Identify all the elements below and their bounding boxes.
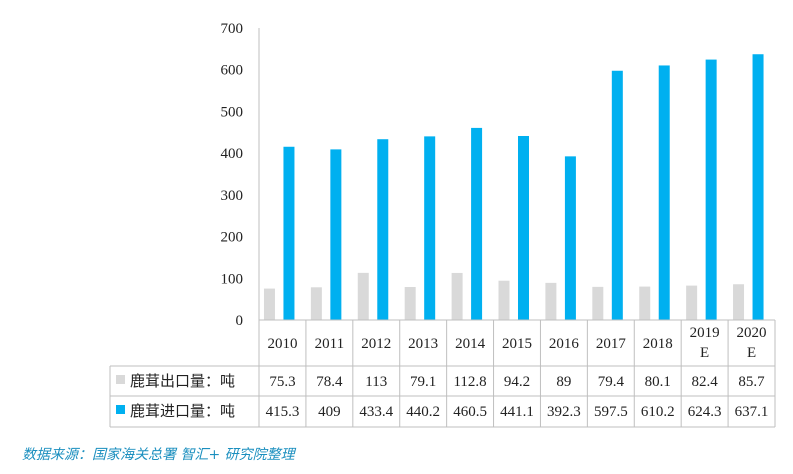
bar-export (451, 272, 463, 320)
bar-export (357, 272, 369, 320)
bar-import (377, 139, 389, 320)
x-tick-label: 2019 E (690, 325, 720, 361)
bar-export (498, 280, 510, 320)
x-tick-label: 2015 (502, 336, 532, 352)
bar-import (658, 65, 670, 320)
y-axis: 0 100 200 300 400 500 600 700 (221, 21, 260, 329)
x-tick-label: 2016 (549, 336, 580, 352)
data-label: 440.2 (406, 404, 440, 420)
legend-label: 鹿茸进口量：吨 (130, 402, 235, 420)
bar-export (310, 287, 322, 320)
bar-export (686, 285, 698, 320)
data-label: 113 (365, 374, 387, 390)
legend-swatch (116, 405, 125, 414)
data-label: 392.3 (547, 404, 581, 420)
y-tick-label: 600 (221, 63, 244, 79)
y-tick-label: 400 (221, 146, 244, 162)
bar-export (263, 288, 275, 320)
bar-import (611, 70, 623, 320)
data-label: 460.5 (453, 404, 487, 420)
data-label: 433.4 (359, 404, 393, 420)
data-label: 441.1 (500, 404, 534, 420)
y-tick-label: 300 (221, 188, 244, 204)
y-tick-label: 0 (236, 313, 244, 329)
x-tick-label: 2014 (455, 336, 486, 352)
data-label: 597.5 (594, 404, 628, 420)
data-label: 112.8 (453, 374, 486, 390)
bar-import (283, 146, 295, 320)
x-tick-label: 2012 (361, 336, 391, 352)
data-label: 78.4 (316, 374, 343, 390)
bar-import (471, 127, 483, 320)
bar-export (404, 287, 416, 320)
y-tick-label: 200 (221, 230, 244, 246)
data-label: 415.3 (266, 404, 300, 420)
data-label: 79.1 (410, 374, 436, 390)
legend-swatch (116, 375, 125, 384)
legend-label: 鹿茸出口量：吨 (130, 372, 235, 390)
data-label: 75.3 (269, 374, 295, 390)
data-label: 610.2 (641, 404, 675, 420)
bar-export (592, 286, 604, 320)
data-label: 85.7 (738, 374, 765, 390)
bar-export (639, 286, 651, 320)
bar-import (752, 54, 764, 321)
bar-export (733, 284, 745, 320)
data-label: 89 (556, 374, 571, 390)
x-tick-label: 2018 (643, 336, 673, 352)
y-tick-label: 700 (221, 21, 244, 37)
data-label: 82.4 (692, 374, 719, 390)
x-tick-label: 2017 (596, 336, 627, 352)
data-label: 79.4 (598, 374, 625, 390)
bar-export (545, 282, 557, 320)
data-label: 80.1 (645, 374, 671, 390)
data-label: 624.3 (688, 404, 722, 420)
data-table: 2010 2011 2012 2013 2014 2015 2016 2017 2018 2019… (109, 319, 776, 428)
source-note: 数据来源：国家海关总署 智汇+ 研究院整理 (22, 447, 295, 463)
bar-import (564, 156, 576, 320)
data-label: 637.1 (735, 404, 769, 420)
bar-import (330, 149, 342, 320)
x-tick-label: 2013 (408, 336, 438, 352)
x-tick-label: 2020 E (737, 325, 767, 361)
x-tick-label: 2010 (267, 336, 297, 352)
bar-import (518, 135, 529, 320)
bar-import (705, 59, 717, 321)
data-label: 94.2 (504, 374, 530, 390)
y-tick-label: 500 (221, 104, 244, 120)
y-tick-label: 100 (221, 271, 244, 287)
bar-import (424, 136, 436, 320)
data-label: 409 (318, 404, 341, 420)
bars (263, 54, 764, 321)
x-tick-label: 2011 (315, 336, 344, 352)
